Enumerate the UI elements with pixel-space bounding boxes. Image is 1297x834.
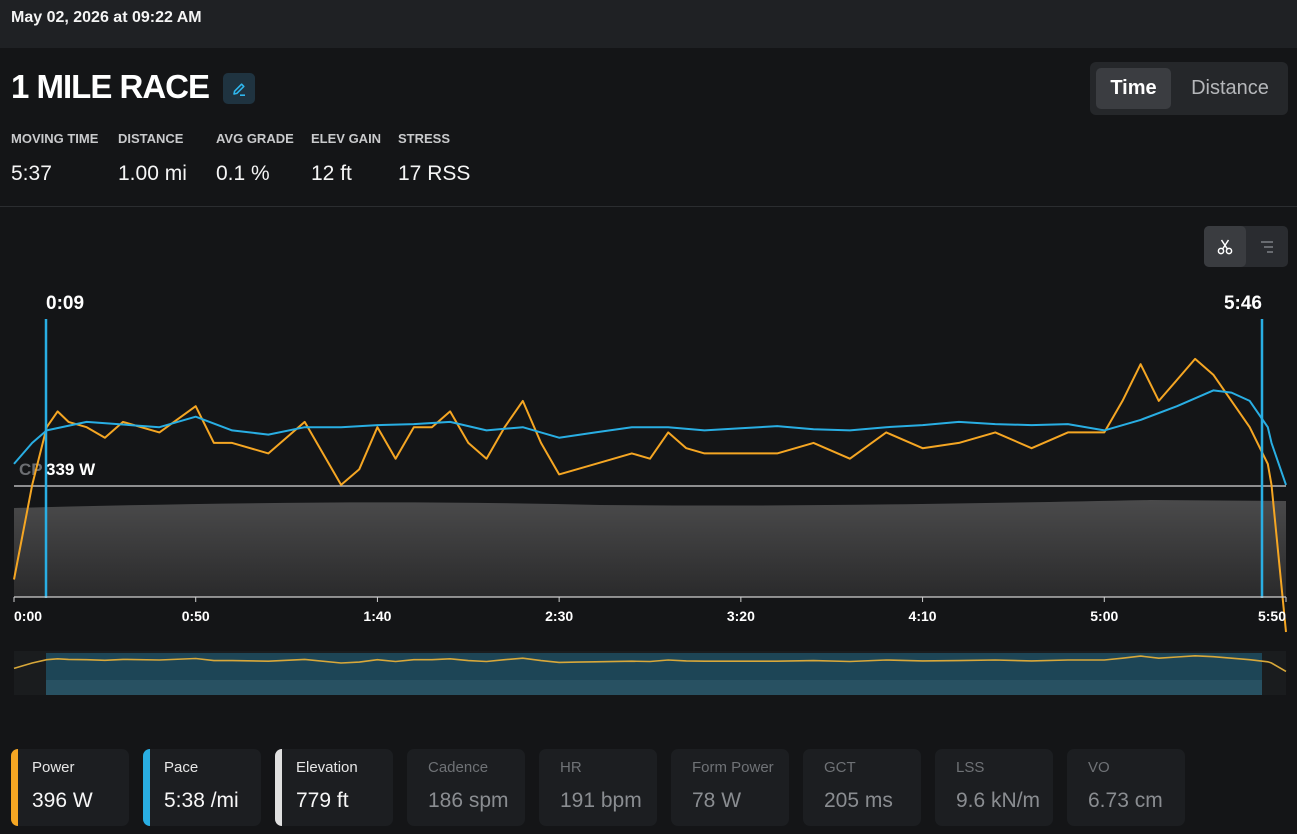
crop-button[interactable] (1204, 226, 1246, 267)
cp-value: 339 W (46, 460, 96, 479)
metric-card-pace[interactable]: Pace 5:38 /mi (143, 749, 261, 826)
chart-toolbar (1204, 226, 1288, 267)
power-series-line (13, 357, 1287, 633)
metric-card-elevation[interactable]: Elevation 779 ft (275, 749, 393, 826)
activity-chart[interactable]: CP 339 W 0:09 5:46 0:00 0:50 1:40 2:30 3:20 4… (0, 280, 1297, 700)
top-bar: May 02, 2026 at 09:22 AM (0, 0, 1297, 48)
time-distance-toggle: Time Distance (1090, 62, 1288, 115)
stat-value: 1.00 mi (118, 162, 187, 185)
metric-value: 9.6 kN/m (956, 789, 1041, 812)
scissors-icon (1217, 239, 1233, 255)
x-axis-tick-label: 1:40 (363, 608, 391, 624)
stat-moving-time: MOVING TIME 5:37 (11, 131, 99, 185)
stat-stress: STRESS 17 RSS (398, 131, 470, 185)
metric-label: Cadence (428, 759, 489, 776)
metric-value: 186 spm (428, 789, 509, 812)
stat-label: STRESS (398, 131, 451, 146)
metric-card-form-power[interactable]: Form Power 78 W (671, 749, 789, 826)
metric-card-cadence[interactable]: Cadence 186 spm (407, 749, 525, 826)
metric-value: 396 W (32, 789, 93, 812)
metric-label: Pace (164, 759, 199, 776)
pencil-icon (233, 83, 245, 96)
metric-value: 78 W (692, 789, 742, 812)
cp-label: CP (19, 460, 43, 479)
metric-value: 205 ms (824, 789, 893, 812)
stat-value: 0.1 % (216, 162, 270, 185)
metric-card-power[interactable]: Power 396 W (11, 749, 129, 826)
x-axis-tick-label: 4:10 (909, 608, 937, 624)
elevation-area (14, 500, 1286, 597)
section-divider (0, 206, 1297, 207)
activity-date: May 02, 2026 at 09:22 AM (11, 9, 202, 26)
toggle-time[interactable]: Time (1096, 68, 1171, 109)
x-axis-tick-label: 5:50 (1258, 608, 1286, 624)
metric-label: Power (32, 759, 75, 776)
x-axis-tick-label: 3:20 (727, 608, 755, 624)
edit-title-button[interactable] (223, 73, 255, 104)
stat-label: DISTANCE (118, 131, 184, 146)
x-axis-tick-label: 0:00 (14, 608, 42, 624)
x-axis-tick-label: 5:00 (1090, 608, 1118, 624)
stat-avg-grade: AVG GRADE 0.1 % (216, 131, 294, 185)
stat-label: MOVING TIME (11, 131, 99, 146)
x-axis-tick-label: 0:50 (182, 608, 210, 624)
metric-value: 779 ft (296, 789, 349, 812)
toggle-distance[interactable]: Distance (1191, 77, 1269, 99)
selection-start-label: 0:09 (46, 293, 84, 314)
metric-card-vo[interactable]: VO 6.73 cm (1067, 749, 1185, 826)
stat-value: 5:37 (11, 162, 52, 185)
stat-elev-gain: ELEV GAIN 12 ft (311, 131, 382, 185)
metric-label: Elevation (296, 759, 358, 776)
metric-card-hr[interactable]: HR 191 bpm (539, 749, 657, 826)
stat-label: AVG GRADE (216, 131, 294, 146)
metric-color-bar (275, 749, 282, 826)
metric-value: 191 bpm (560, 789, 642, 812)
stat-distance: DISTANCE 1.00 mi (118, 131, 187, 185)
metric-card-lss[interactable]: LSS 9.6 kN/m (935, 749, 1053, 826)
menu-lines-icon[interactable] (1258, 239, 1276, 255)
x-axis-tick-label: 2:30 (545, 608, 573, 624)
pace-series-line (13, 389, 1287, 486)
stat-value: 12 ft (311, 162, 352, 185)
stat-label: ELEV GAIN (311, 131, 382, 146)
metric-color-bar (143, 749, 150, 826)
metric-label: VO (1088, 759, 1110, 776)
x-axis-ticks: 0:00 0:50 1:40 2:30 3:20 4:10 5:00 5:50 (13, 597, 1287, 624)
metric-color-bar (11, 749, 18, 826)
stat-value: 17 RSS (398, 162, 471, 185)
activity-title: 1 MILE RACE (11, 68, 210, 105)
overview-power-line (13, 654, 1287, 673)
metric-label: HR (560, 759, 582, 776)
metric-label: GCT (824, 759, 856, 776)
metric-card-gct[interactable]: GCT 205 ms (803, 749, 921, 826)
metric-value: 5:38 /mi (164, 789, 239, 812)
selection-end-label: 5:46 (1224, 293, 1262, 314)
metric-label: LSS (956, 759, 985, 776)
metric-label: Form Power (692, 759, 774, 776)
metric-value: 6.73 cm (1088, 789, 1163, 812)
overview-elevation-band (46, 680, 1262, 695)
